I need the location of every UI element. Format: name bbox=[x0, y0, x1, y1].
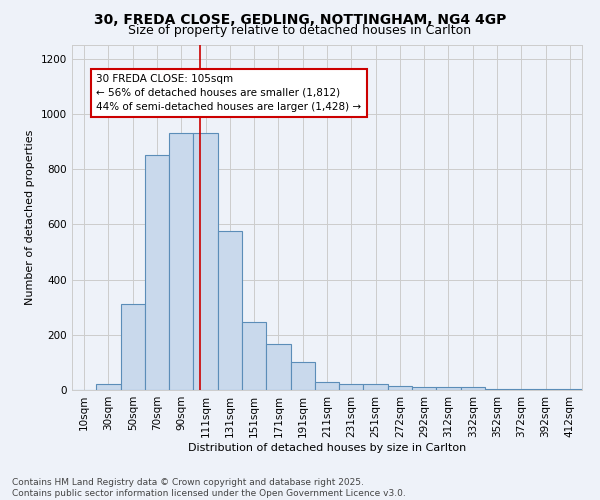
Bar bbox=[145, 156, 169, 390]
Bar bbox=[558, 388, 582, 390]
Bar bbox=[290, 362, 315, 390]
Text: 30 FREDA CLOSE: 105sqm
← 56% of detached houses are smaller (1,812)
44% of semi-: 30 FREDA CLOSE: 105sqm ← 56% of detached… bbox=[96, 74, 361, 112]
Bar bbox=[339, 384, 364, 390]
Bar bbox=[388, 386, 412, 390]
Bar bbox=[266, 344, 290, 390]
Bar bbox=[461, 387, 485, 390]
Bar bbox=[96, 384, 121, 390]
Bar bbox=[412, 387, 436, 390]
X-axis label: Distribution of detached houses by size in Carlton: Distribution of detached houses by size … bbox=[188, 442, 466, 452]
Text: Size of property relative to detached houses in Carlton: Size of property relative to detached ho… bbox=[128, 24, 472, 37]
Bar bbox=[533, 388, 558, 390]
Y-axis label: Number of detached properties: Number of detached properties bbox=[25, 130, 35, 305]
Bar bbox=[169, 134, 193, 390]
Bar bbox=[121, 304, 145, 390]
Bar bbox=[485, 388, 509, 390]
Bar bbox=[509, 388, 533, 390]
Bar bbox=[242, 322, 266, 390]
Bar bbox=[436, 387, 461, 390]
Bar bbox=[218, 232, 242, 390]
Text: 30, FREDA CLOSE, GEDLING, NOTTINGHAM, NG4 4GP: 30, FREDA CLOSE, GEDLING, NOTTINGHAM, NG… bbox=[94, 12, 506, 26]
Bar bbox=[315, 382, 339, 390]
Text: Contains HM Land Registry data © Crown copyright and database right 2025.
Contai: Contains HM Land Registry data © Crown c… bbox=[12, 478, 406, 498]
Bar bbox=[364, 384, 388, 390]
Bar bbox=[193, 134, 218, 390]
Title: 30, FREDA CLOSE, GEDLING, NOTTINGHAM, NG4 4GP
Size of property relative to detac: 30, FREDA CLOSE, GEDLING, NOTTINGHAM, NG… bbox=[0, 499, 1, 500]
